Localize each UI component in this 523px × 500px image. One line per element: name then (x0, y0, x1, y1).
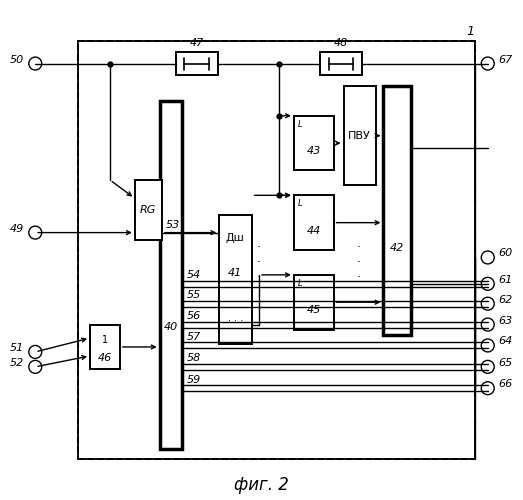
Text: 1: 1 (467, 24, 474, 38)
Text: 47: 47 (190, 38, 204, 48)
Bar (294, 275, 334, 330)
Text: 50: 50 (10, 54, 25, 64)
Text: 59: 59 (187, 375, 201, 385)
Bar (90, 324, 120, 370)
Bar (320, 52, 362, 74)
Bar (176, 52, 218, 74)
Text: 56: 56 (187, 311, 201, 321)
Text: 42: 42 (390, 242, 404, 252)
Text: 55: 55 (187, 290, 201, 300)
Bar (77, 41, 475, 459)
Text: 52: 52 (10, 358, 25, 368)
Text: 40: 40 (164, 322, 178, 332)
Bar (294, 196, 334, 250)
Text: ПВУ: ПВУ (348, 130, 371, 140)
Text: 58: 58 (187, 354, 201, 364)
Text: ·
·
·: · · · (357, 241, 360, 284)
Text: 60: 60 (498, 248, 513, 258)
Text: 66: 66 (498, 379, 513, 389)
Text: 51: 51 (10, 343, 25, 353)
Text: 62: 62 (498, 294, 513, 304)
Text: 53: 53 (166, 220, 180, 230)
Text: 67: 67 (498, 54, 513, 64)
Text: ·
·
·: · · · (256, 241, 260, 284)
Text: 64: 64 (498, 336, 513, 346)
Text: · · ·: · · · (228, 316, 243, 326)
Bar (294, 116, 334, 170)
Text: L: L (297, 120, 302, 128)
Text: 1: 1 (102, 335, 108, 345)
Bar (135, 180, 162, 240)
Text: 46: 46 (98, 353, 112, 363)
Text: фиг. 2: фиг. 2 (234, 476, 289, 494)
Text: 61: 61 (498, 275, 513, 285)
Text: 45: 45 (306, 306, 321, 316)
Bar (160, 101, 182, 449)
Text: 41: 41 (228, 268, 243, 278)
Bar (77, 41, 475, 459)
Text: 57: 57 (187, 332, 201, 342)
Bar (383, 86, 411, 334)
Text: 49: 49 (10, 224, 25, 234)
Text: L: L (297, 279, 302, 288)
Text: 43: 43 (306, 146, 321, 156)
Bar (344, 86, 376, 186)
Text: 54: 54 (187, 270, 201, 280)
Bar (219, 215, 252, 344)
Text: 63: 63 (498, 316, 513, 326)
Text: 44: 44 (306, 226, 321, 236)
Text: 48: 48 (334, 38, 348, 48)
Text: Дш: Дш (226, 234, 245, 243)
Text: RG: RG (140, 205, 156, 215)
Text: L: L (297, 200, 302, 208)
Text: 65: 65 (498, 358, 513, 368)
